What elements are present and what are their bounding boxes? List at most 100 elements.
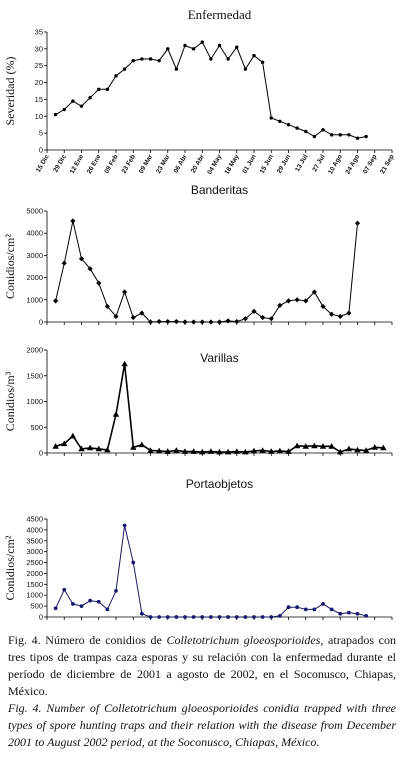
data-point	[62, 107, 66, 112]
data-point	[114, 74, 118, 78]
data-point	[269, 116, 273, 120]
data-point	[235, 45, 239, 49]
y-tick-label: 500	[30, 602, 43, 611]
data-point	[139, 310, 145, 316]
data-point	[252, 615, 256, 619]
data-point	[71, 99, 75, 103]
data-point	[321, 602, 325, 606]
data-point	[86, 444, 94, 451]
x-tick-label: 20 Abr	[190, 153, 206, 174]
data-point	[362, 447, 370, 453]
data-point	[105, 607, 110, 612]
x-tick-label: 15 Jun	[259, 153, 275, 174]
data-point	[233, 448, 240, 454]
y-tick-label: 2000	[26, 346, 43, 355]
data-point	[226, 615, 231, 619]
data-point	[173, 447, 180, 453]
data-point	[122, 523, 127, 528]
x-tick-label: 06 Abr	[173, 153, 189, 174]
data-point	[285, 448, 292, 454]
data-point	[345, 445, 353, 452]
chart-title: Enfermedad	[188, 7, 252, 22]
y-tick-label: 0	[39, 613, 43, 622]
data-point	[224, 448, 232, 455]
chart-varillas: Varillas Conidios/m³ 0 500 1000 1500 2000	[3, 346, 393, 458]
x-tick-label: 13 Jul	[294, 153, 309, 173]
data-point	[355, 136, 360, 140]
data-point	[371, 444, 378, 450]
data-point	[216, 448, 223, 455]
y-tick-label: 25	[35, 61, 43, 70]
y-tick-label: 3000	[26, 547, 43, 556]
chart-banderitas: Banderitas Conidios/cm² 0 1000 2000 3000 4000 5…	[3, 183, 393, 327]
data-point	[346, 310, 352, 316]
series-line	[55, 525, 367, 618]
y-axis-label: Severidad (%)	[3, 57, 17, 126]
data-point	[53, 606, 58, 611]
data-point	[191, 319, 197, 325]
data-point	[364, 134, 368, 139]
data-point	[268, 448, 275, 454]
data-point	[53, 112, 58, 117]
data-point	[346, 610, 351, 615]
data-point	[190, 448, 197, 454]
data-point	[295, 126, 299, 130]
x-tick-label: 01 Jun	[241, 153, 257, 174]
data-point	[139, 611, 144, 616]
y-axis-label: Conidios/cm²	[3, 234, 17, 299]
data-point	[62, 587, 67, 592]
chart-enfermedad: Enfermedad Severidad (%) 0 5 10 15 20 25 30 35 15 …	[3, 7, 396, 176]
data-point	[147, 447, 154, 453]
data-point	[295, 605, 300, 610]
caption-english: Fig. 4. Number of Colletotrichum gloeosp…	[8, 701, 396, 749]
data-point	[319, 443, 327, 449]
data-point	[130, 314, 136, 321]
y-tick-label: 30	[35, 44, 43, 53]
data-point	[269, 615, 274, 619]
data-point	[148, 57, 153, 61]
series-line	[55, 363, 384, 453]
data-point	[380, 444, 387, 451]
data-point	[243, 67, 248, 71]
data-point	[174, 67, 179, 71]
x-tick-label: 09 Feb	[103, 153, 119, 174]
data-point	[354, 446, 361, 453]
y-tick-label: 2000	[26, 569, 43, 578]
data-point	[104, 303, 110, 310]
data-point	[226, 57, 230, 61]
data-point	[277, 614, 282, 618]
data-point	[156, 318, 162, 325]
y-tick-label: 15	[35, 95, 43, 104]
caption-spanish: Fig. 4. Número de conidios de Colletotri…	[8, 632, 396, 700]
data-point	[312, 607, 317, 612]
data-point	[52, 443, 59, 449]
caption-es-body: , atrapados con tres tipos de trampas ca…	[8, 633, 396, 698]
data-point	[131, 560, 136, 565]
data-point	[199, 319, 205, 325]
data-point	[302, 443, 309, 449]
data-point	[122, 289, 128, 295]
data-point	[208, 615, 213, 619]
data-point	[173, 318, 179, 325]
data-point	[88, 598, 93, 603]
data-point	[53, 298, 59, 304]
data-point	[69, 432, 77, 439]
data-point	[157, 58, 161, 63]
data-point	[164, 448, 171, 454]
data-point	[252, 53, 256, 58]
x-tick-label: 12 Ene	[69, 153, 86, 175]
caption-es-species: Colletotrichum gloeosporioides	[166, 633, 321, 647]
y-tick-label: 1500	[26, 580, 43, 589]
data-point	[70, 602, 75, 606]
data-point	[329, 607, 334, 612]
data-point	[347, 133, 351, 137]
data-point	[113, 313, 119, 320]
data-point	[364, 614, 369, 618]
data-point	[286, 605, 291, 610]
data-point	[165, 318, 171, 325]
data-point	[183, 615, 187, 619]
y-tick-label: 1000	[26, 295, 43, 304]
x-tick-label: 15 Dic	[35, 153, 51, 173]
data-point	[174, 615, 179, 619]
y-tick-label: 5000	[26, 207, 43, 216]
